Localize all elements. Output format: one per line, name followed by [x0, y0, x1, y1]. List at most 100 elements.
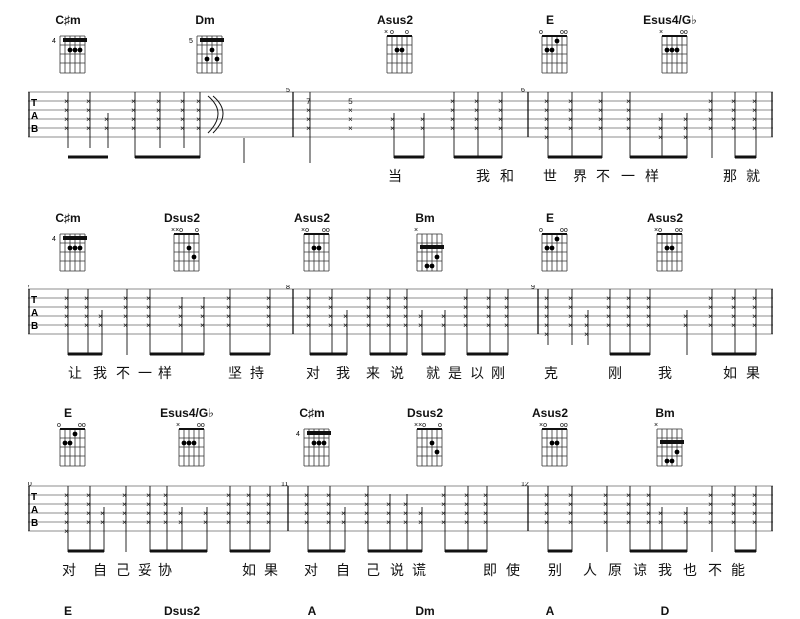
svg-text:×: ×: [658, 116, 663, 125]
svg-text:×: ×: [752, 98, 757, 107]
svg-text:×: ×: [441, 501, 446, 510]
svg-text:×: ×: [544, 492, 549, 501]
svg-text:×: ×: [86, 501, 91, 510]
svg-text:×: ×: [626, 313, 631, 322]
lyric-char: 对: [62, 563, 76, 579]
svg-text:×: ×: [246, 501, 251, 510]
barre-chord-icon: 4: [52, 35, 87, 74]
svg-text:×: ×: [122, 492, 127, 501]
lyric-char: 一: [621, 169, 635, 185]
svg-text:A: A: [31, 111, 38, 122]
svg-text:×: ×: [752, 492, 757, 501]
svg-text:×: ×: [752, 510, 757, 519]
svg-text:×: ×: [708, 501, 713, 510]
svg-text:×: ×: [226, 322, 231, 331]
svg-text:×: ×: [544, 98, 549, 107]
svg-text:×: ×: [544, 510, 549, 519]
svg-text:×: ×: [326, 519, 331, 528]
svg-text:×: ×: [646, 492, 651, 501]
svg-text:×: ×: [341, 510, 346, 519]
svg-text:×: ×: [486, 304, 491, 313]
svg-text:×: ×: [441, 519, 446, 528]
svg-text:×: ×: [626, 322, 631, 331]
svg-text:×: ×: [646, 304, 651, 313]
lyric-char: 我: [336, 366, 350, 382]
svg-text:×: ×: [163, 492, 168, 501]
svg-text:×: ×: [464, 510, 469, 519]
svg-text:×: ×: [123, 304, 128, 313]
svg-text:7: 7: [306, 98, 311, 107]
svg-text:×: ×: [658, 134, 663, 143]
lyric-char: 人: [583, 563, 597, 579]
svg-text:×: ×: [163, 501, 168, 510]
svg-text:oo: oo: [675, 227, 683, 234]
svg-text:×: ×: [568, 125, 573, 134]
svg-text:×: ×: [84, 304, 89, 313]
svg-text:×: ×: [731, 304, 736, 313]
svg-text:×: ×: [418, 510, 423, 519]
svg-text:×: ×: [626, 510, 631, 519]
svg-text:×: ×: [226, 295, 231, 304]
open-chord-icon: ××o o: [171, 227, 200, 272]
svg-text:×: ×: [441, 510, 446, 519]
svg-text:×: ×: [146, 519, 151, 528]
svg-text:oo: oo: [560, 29, 568, 36]
svg-text:×: ×: [598, 116, 603, 125]
svg-text:×: ×: [146, 313, 151, 322]
chord-name: Dsus2: [163, 211, 201, 225]
open-chord-icon: o oo: [539, 227, 568, 272]
svg-text:oo: oo: [322, 227, 330, 234]
svg-text:×: ×: [84, 295, 89, 304]
svg-text:×: ×: [708, 492, 713, 501]
barre-chord-icon: ×: [654, 422, 684, 467]
svg-text:×: ×: [403, 510, 408, 519]
svg-text:×: ×: [498, 116, 503, 125]
lyric-char: 就: [746, 169, 760, 185]
svg-text:×: ×: [122, 510, 127, 519]
lyric-char: 己: [116, 563, 130, 579]
lyric-char: 就: [426, 366, 440, 382]
svg-text:×: ×: [598, 98, 603, 107]
svg-text:×: ×: [146, 492, 151, 501]
svg-text:×: ×: [196, 116, 201, 125]
svg-text:×: ×: [731, 295, 736, 304]
svg-text:×: ×: [708, 519, 713, 528]
chord-name: Asus2: [531, 406, 569, 420]
chord-diagram: E o oo: [38, 405, 98, 471]
lyric-char: 果: [264, 563, 278, 579]
lyric-char: 和: [500, 169, 514, 185]
svg-text:×: ×: [203, 519, 208, 528]
svg-text:oo: oo: [78, 422, 86, 429]
chord-diagram: E o oo: [520, 210, 580, 276]
svg-text:×: ×: [683, 125, 688, 134]
svg-text:×: ×: [498, 98, 503, 107]
svg-text:×: ×: [304, 492, 309, 501]
svg-text:×: ×: [752, 304, 757, 313]
svg-text:×: ×: [156, 107, 161, 116]
chord-name: Asus2: [646, 211, 684, 225]
svg-text:×: ×: [544, 322, 549, 331]
svg-text:×: ×: [568, 313, 573, 322]
svg-text:×: ×: [486, 295, 491, 304]
svg-text:×: ×: [100, 519, 105, 528]
svg-text:10: 10: [28, 482, 32, 488]
svg-text:×: ×: [403, 322, 408, 331]
svg-text:×: ×: [683, 134, 688, 143]
svg-text:×: ×: [100, 510, 105, 519]
svg-text:B: B: [31, 124, 38, 135]
lyric-char: 妥: [138, 563, 152, 579]
svg-text:×: ×: [123, 313, 128, 322]
svg-text:×: ×: [403, 295, 408, 304]
svg-text:×: ×: [568, 519, 573, 528]
chord-name: Asus2: [293, 211, 331, 225]
svg-text:×: ×: [464, 501, 469, 510]
open-chord-icon: × oo: [176, 422, 205, 467]
svg-text:×: ×: [544, 116, 549, 125]
lyric-char: 克: [544, 366, 558, 382]
chord-diagram: E: [38, 603, 98, 619]
svg-text:×: ×: [603, 519, 608, 528]
chord-name: A: [307, 604, 317, 618]
svg-text:×: ×: [64, 295, 69, 304]
svg-text:×: ×: [606, 313, 611, 322]
